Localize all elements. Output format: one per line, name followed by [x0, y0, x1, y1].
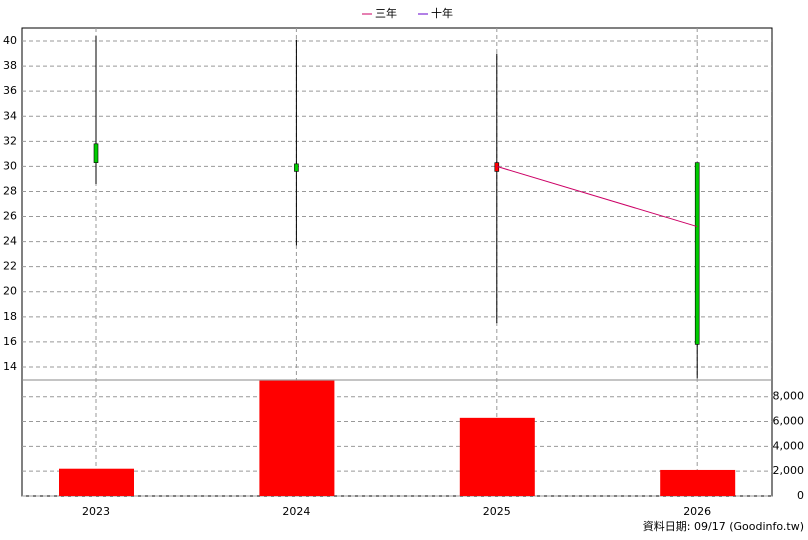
bar	[59, 468, 134, 496]
x-tick-label: 2026	[683, 505, 711, 518]
y-tick-label: 30	[3, 159, 17, 172]
candle-body	[93, 143, 99, 163]
y-tick-label: 0	[797, 489, 804, 502]
y-tick-label: 16	[3, 335, 17, 348]
plot-frame	[21, 27, 773, 497]
bar	[660, 469, 736, 496]
y-tick-label: 24	[3, 235, 17, 248]
legend-label: 三年	[375, 6, 397, 20]
y-tick-label: 22	[3, 260, 17, 273]
bar	[459, 417, 535, 496]
y-tick-label: 38	[3, 59, 17, 72]
candle-body	[294, 163, 299, 172]
y-tick-label: 14	[3, 360, 17, 373]
y-tick-label: 18	[3, 310, 17, 323]
footnote: 資料日期: 09/17 (Goodinfo.tw)	[643, 519, 804, 533]
y-tick-label: 4,000	[773, 439, 805, 452]
y-tick-label: 34	[3, 109, 17, 122]
y-tick-label: 28	[3, 184, 17, 197]
legend-label: 十年	[431, 6, 453, 20]
x-tick-label: 2025	[483, 505, 511, 518]
y-tick-label: 6,000	[773, 415, 805, 428]
y-tick-label: 40	[3, 34, 17, 47]
candle-body	[694, 162, 700, 345]
line-series	[496, 165, 698, 228]
y-tick-label: 36	[3, 84, 17, 97]
y-tick-label: 20	[3, 285, 17, 298]
x-tick-label: 2023	[82, 505, 110, 518]
y-tick-label: 8,000	[773, 390, 805, 403]
bar	[259, 380, 335, 496]
x-tick-label: 2024	[282, 505, 310, 518]
y-tick-label: 26	[3, 210, 17, 223]
y-tick-label: 32	[3, 134, 17, 147]
y-tick-label: 2,000	[773, 464, 805, 477]
